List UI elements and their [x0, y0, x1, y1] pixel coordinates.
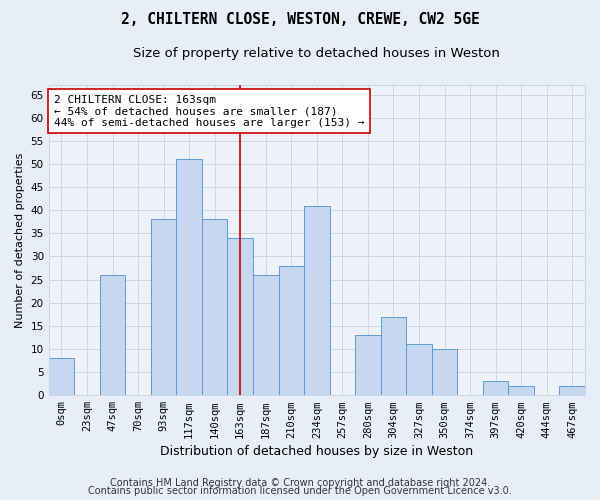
Bar: [151, 220, 176, 395]
Bar: [432, 349, 457, 395]
Bar: [176, 160, 202, 395]
Bar: [559, 386, 585, 395]
Bar: [253, 275, 278, 395]
Y-axis label: Number of detached properties: Number of detached properties: [15, 152, 25, 328]
Text: 2 CHILTERN CLOSE: 163sqm
← 54% of detached houses are smaller (187)
44% of semi-: 2 CHILTERN CLOSE: 163sqm ← 54% of detach…: [54, 94, 365, 128]
Bar: [406, 344, 432, 395]
Bar: [278, 266, 304, 395]
Bar: [202, 220, 227, 395]
Bar: [49, 358, 74, 395]
Bar: [227, 238, 253, 395]
Bar: [100, 275, 125, 395]
Bar: [483, 382, 508, 395]
Text: Contains HM Land Registry data © Crown copyright and database right 2024.: Contains HM Land Registry data © Crown c…: [110, 478, 490, 488]
Text: 2, CHILTERN CLOSE, WESTON, CREWE, CW2 5GE: 2, CHILTERN CLOSE, WESTON, CREWE, CW2 5G…: [121, 12, 479, 28]
Text: Contains public sector information licensed under the Open Government Licence v3: Contains public sector information licen…: [88, 486, 512, 496]
Bar: [508, 386, 534, 395]
X-axis label: Distribution of detached houses by size in Weston: Distribution of detached houses by size …: [160, 444, 473, 458]
Title: Size of property relative to detached houses in Weston: Size of property relative to detached ho…: [133, 48, 500, 60]
Bar: [380, 316, 406, 395]
Bar: [304, 206, 329, 395]
Bar: [355, 335, 380, 395]
